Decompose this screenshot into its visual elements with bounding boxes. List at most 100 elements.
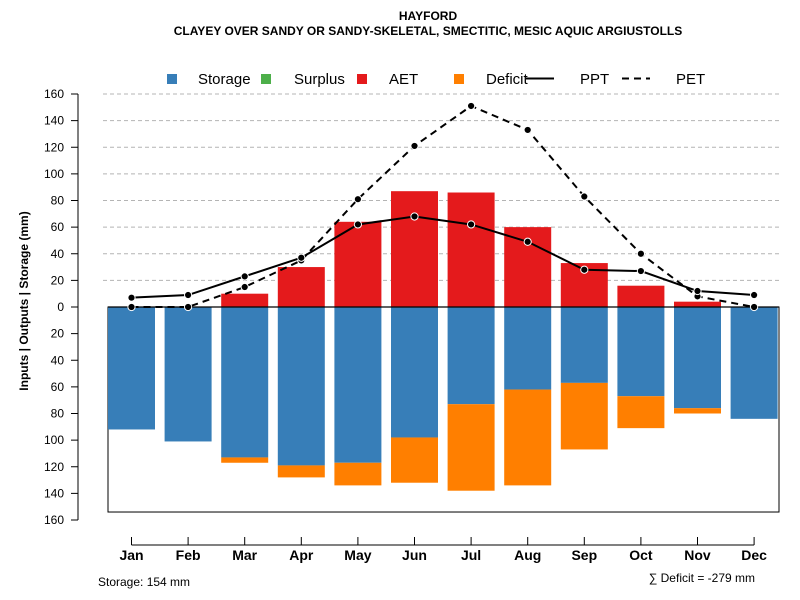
line-ppt [131, 215, 755, 299]
point-pet-mar [240, 282, 249, 292]
x-tick-label-jan: Jan [119, 547, 143, 563]
bar-deficit-aug [504, 389, 552, 486]
y-tick-label: 20 [51, 327, 65, 341]
bar-storage-oct [617, 307, 665, 397]
bar-storage-jan [108, 307, 155, 430]
legend-swatch-aet [357, 74, 367, 84]
point-ppt-may [353, 220, 362, 229]
y-tick-label: 60 [51, 380, 65, 394]
y-tick-label: 120 [44, 460, 64, 474]
legend-label-deficit: Deficit [486, 71, 529, 88]
bar-storage-feb [164, 307, 212, 442]
point-ppt-nov [693, 286, 702, 296]
bar-deficit-oct [617, 396, 665, 429]
bar-aet-oct [617, 285, 665, 307]
lines [127, 101, 759, 312]
x-tick-label-sep: Sep [571, 547, 597, 563]
point-pet-dec [750, 302, 759, 312]
point-pet-aug [523, 125, 532, 135]
point-ppt-aug [523, 237, 532, 246]
y-tick-label: 60 [51, 220, 65, 234]
chart-subtitle: CLAYEY OVER SANDY OR SANDY-SKELETAL, SME… [174, 24, 683, 38]
y-tick-label: 160 [44, 513, 64, 527]
bar-aet-jun [391, 191, 438, 307]
bar-deficit-nov [674, 408, 721, 414]
y-tick-label: 40 [51, 247, 65, 261]
point-pet-feb [184, 302, 193, 312]
deficit-footnote: ∑ Deficit = -279 mm [649, 571, 755, 585]
bar-storage-nov [674, 307, 721, 409]
bar-deficit-may [334, 462, 382, 486]
legend-swatch-storage [167, 74, 177, 84]
y-tick-label: 0 [57, 300, 64, 314]
x-tick-label-feb: Feb [176, 547, 201, 563]
y-tick-label: 80 [51, 407, 65, 421]
legend-label-pet: PET [676, 71, 705, 88]
point-ppt-jul [467, 220, 476, 229]
x-tick-label-oct: Oct [629, 547, 653, 563]
point-pet-may [353, 195, 362, 204]
bar-aet-jul [447, 192, 495, 307]
y-tick-label: 40 [51, 353, 65, 367]
point-pet-jan [127, 302, 136, 312]
y-tick-label: 120 [44, 140, 64, 154]
point-pet-oct [636, 249, 646, 258]
legend-label-storage: Storage [198, 71, 251, 88]
legend-swatch-surplus [261, 74, 271, 84]
legend-label-aet: AET [389, 71, 418, 88]
point-pet-sep [580, 192, 589, 201]
point-ppt-jan [127, 293, 136, 302]
x-tick-label-jun: Jun [402, 547, 427, 563]
point-ppt-oct [636, 266, 646, 276]
bar-aet-nov [674, 301, 721, 307]
y-tick-label: 100 [44, 167, 64, 181]
point-ppt-feb [184, 290, 193, 300]
bar-aet-apr [277, 267, 325, 307]
y-tick-label: 80 [51, 194, 65, 208]
legend: Storage Surplus AET Deficit PPT PET [167, 71, 705, 88]
chart-title: HAYFORD [399, 9, 458, 23]
bar-storage-jun [391, 307, 438, 438]
bar-storage-apr [277, 307, 325, 466]
x-tick-label-jul: Jul [461, 547, 481, 563]
bar-deficit-mar [221, 457, 269, 463]
bar-storage-may [334, 307, 382, 463]
y-tick-label: 100 [44, 433, 64, 447]
point-ppt-sep [580, 265, 589, 274]
bar-deficit-jun [391, 437, 438, 483]
x-tick-label-nov: Nov [684, 547, 711, 563]
bar-aet-may [334, 221, 382, 307]
legend-swatch-deficit [454, 74, 464, 84]
legend-label-surplus: Surplus [294, 71, 345, 88]
bar-deficit-apr [277, 465, 325, 478]
y-tick-label: 140 [44, 114, 64, 128]
bar-storage-dec [730, 307, 778, 419]
bar-aet-mar [221, 293, 269, 307]
x-tick-label-apr: Apr [289, 547, 314, 563]
x-tick-label-mar: Mar [232, 547, 257, 563]
bar-storage-sep [560, 307, 608, 383]
point-ppt-dec [750, 290, 759, 300]
legend-label-ppt: PPT [580, 71, 609, 88]
x-tick-label-dec: Dec [741, 547, 767, 563]
x-tick-label-aug: Aug [514, 547, 541, 563]
y-tick-label: 160 [44, 87, 64, 101]
point-ppt-apr [297, 253, 306, 262]
bars [108, 191, 778, 491]
point-pet-jul [467, 101, 476, 111]
gridlines [103, 93, 781, 513]
bar-storage-jul [447, 307, 495, 405]
point-ppt-jun [410, 212, 419, 221]
x-tick-label-may: May [344, 547, 371, 563]
point-ppt-mar [240, 272, 249, 281]
y-tick-label: 140 [44, 486, 64, 500]
bar-deficit-jul [447, 404, 495, 491]
y-tick-label: 20 [51, 273, 65, 287]
bar-storage-mar [221, 307, 269, 458]
y-axis-title: Inputs | Outputs | Storage (mm) [17, 211, 31, 390]
bar-storage-aug [504, 307, 552, 390]
bar-deficit-sep [560, 382, 608, 450]
line-pet [131, 104, 755, 308]
point-pet-jun [410, 141, 419, 151]
